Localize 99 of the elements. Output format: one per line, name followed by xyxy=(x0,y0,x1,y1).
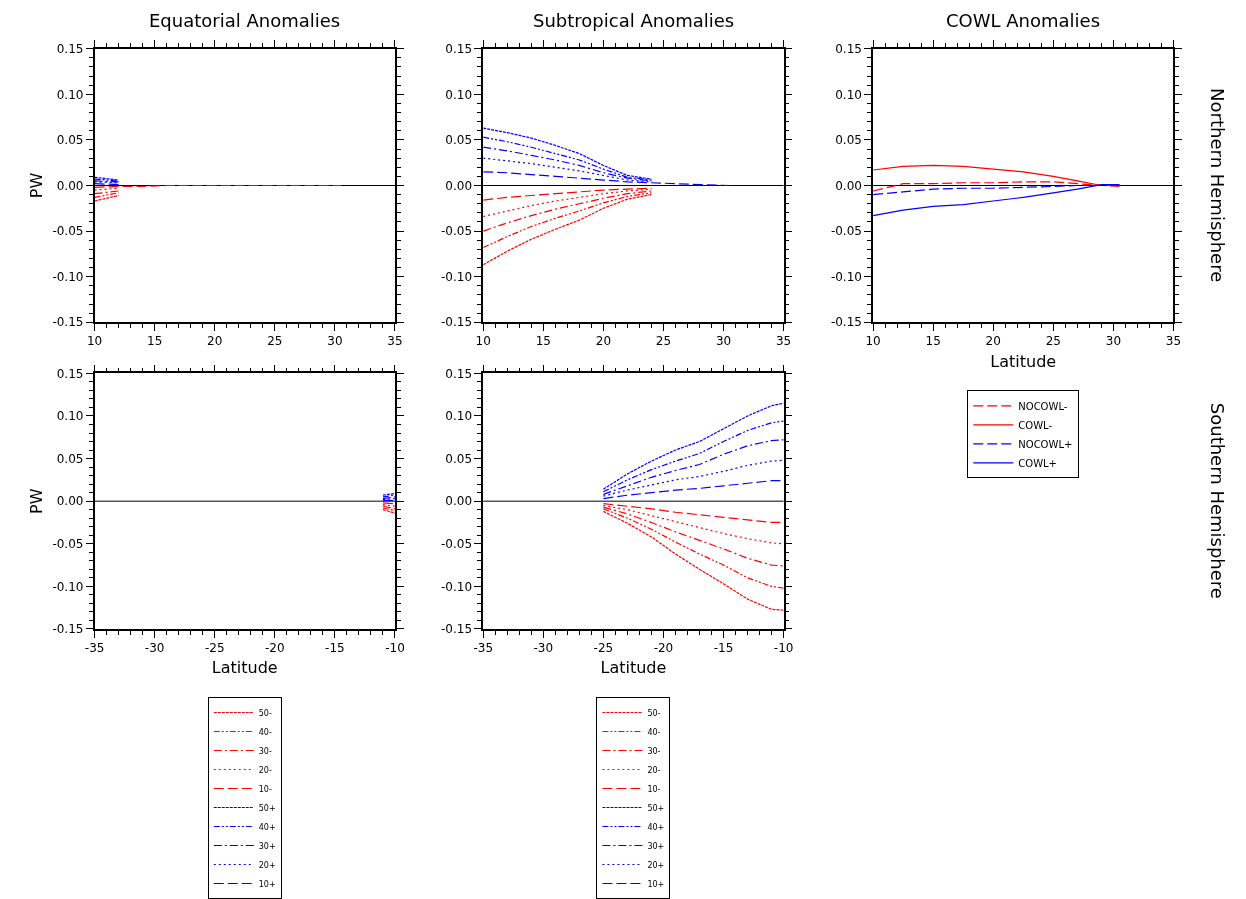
y-tick-label: 0.10 xyxy=(835,87,862,102)
x-tick-label: -20 xyxy=(265,641,285,656)
legend-label: 50- xyxy=(258,708,272,718)
legend-label: 20+ xyxy=(647,860,665,870)
x-tick-label: 15 xyxy=(925,334,941,349)
x-tick-label: 30 xyxy=(327,334,343,349)
x-tick-label: 10 xyxy=(86,334,103,349)
x-tick-label: 25 xyxy=(267,334,283,349)
y-axis-title: PW xyxy=(26,172,46,199)
chart-title: Subtropical Anomalies xyxy=(533,10,735,31)
y-tick-label: 0.15 xyxy=(835,41,862,56)
x-tick-label: 10 xyxy=(865,334,881,349)
legend-label: 40+ xyxy=(647,822,665,832)
x-tick-label: 25 xyxy=(1045,334,1061,349)
x-tick-label: 25 xyxy=(655,334,672,349)
x-tick-label: -15 xyxy=(713,641,734,656)
y-tick-label: 0.10 xyxy=(56,409,84,424)
y-tick-label: -0.15 xyxy=(52,315,84,330)
y-tick-label: -0.10 xyxy=(52,579,84,594)
y-tick-label: 0.00 xyxy=(56,178,84,193)
y-tick-label: -0.15 xyxy=(441,315,473,330)
y-tick-label: -0.05 xyxy=(52,536,84,551)
legend-label: 30+ xyxy=(258,841,276,851)
legend-label: COWL+ xyxy=(1018,457,1057,469)
x-tick-label: -30 xyxy=(533,641,554,656)
legend-label: 20+ xyxy=(258,860,276,870)
x-tick-label: -20 xyxy=(653,641,674,656)
y-tick-label: -0.05 xyxy=(830,224,862,239)
y-tick-label: -0.05 xyxy=(441,536,473,551)
y-tick-label: -0.10 xyxy=(441,269,473,284)
x-tick-label: -35 xyxy=(84,641,105,656)
y-tick-label: 0.15 xyxy=(56,41,84,56)
legend-label: COWL- xyxy=(1018,419,1053,431)
x-tick-label: -30 xyxy=(144,641,165,656)
legend-label: 10+ xyxy=(258,879,276,889)
y-tick-label: -0.15 xyxy=(52,622,84,637)
x-tick-label: -25 xyxy=(593,641,614,656)
x-axis-title: Latitude xyxy=(990,351,1057,371)
x-tick-label: 20 xyxy=(207,334,223,349)
x-tick-label: -15 xyxy=(325,641,345,656)
y-tick-label: 0.05 xyxy=(56,133,84,148)
y-tick-label: -0.10 xyxy=(52,269,84,284)
y-tick-label: 0.00 xyxy=(445,178,473,193)
x-tick-label: 15 xyxy=(535,334,551,349)
y-tick-label: -0.05 xyxy=(52,224,84,239)
legend-label: 10+ xyxy=(647,879,665,889)
y-tick-label: 0.15 xyxy=(445,41,473,56)
x-tick-label: 20 xyxy=(985,334,1001,349)
x-tick-label: -25 xyxy=(204,641,225,656)
x-tick-label: -10 xyxy=(773,641,794,656)
legend-label: 30- xyxy=(258,746,272,756)
x-tick-label: 10 xyxy=(475,334,491,349)
legend-label: 50+ xyxy=(647,803,665,813)
x-tick-label: 30 xyxy=(715,334,732,349)
x-axis-title: Latitude xyxy=(211,658,278,678)
y-tick-label: -0.15 xyxy=(830,315,862,330)
x-tick-label: -35 xyxy=(473,641,494,656)
x-tick-label: -10 xyxy=(385,641,405,656)
y-tick-label: 0.05 xyxy=(835,133,862,148)
x-tick-label: 30 xyxy=(1105,334,1122,349)
y-tick-label: 0.15 xyxy=(445,366,473,381)
legend-label: 10- xyxy=(647,784,661,794)
legend-label: 10- xyxy=(258,784,272,794)
y-tick-label: 0.15 xyxy=(56,366,84,381)
legend-label: 50- xyxy=(647,708,661,718)
x-tick-label: 15 xyxy=(147,334,163,349)
legend-label: 40- xyxy=(258,727,272,737)
y-tick-label: 0.05 xyxy=(56,451,84,466)
y-tick-label: -0.10 xyxy=(441,579,473,594)
legend-label: 20- xyxy=(647,765,661,775)
y-tick-label: 0.10 xyxy=(445,409,473,424)
legend-label: 30- xyxy=(647,746,661,756)
chart-title: Equatorial Anomalies xyxy=(149,10,341,31)
y-tick-label: 0.00 xyxy=(56,494,84,509)
legend-label: 50+ xyxy=(258,803,276,813)
legend-label: 30+ xyxy=(647,841,665,851)
text: Southern Hemisphere xyxy=(1206,402,1228,599)
y-tick-label: 0.05 xyxy=(445,133,473,148)
y-axis-title: PW xyxy=(26,488,46,514)
y-tick-label: 0.00 xyxy=(835,178,862,193)
y-tick-label: 0.10 xyxy=(445,87,473,102)
legend-label: 20- xyxy=(258,765,272,775)
y-tick-label: 0.00 xyxy=(445,494,473,509)
legend-label: NOCOWL+ xyxy=(1018,438,1073,450)
y-tick-label: -0.05 xyxy=(441,224,473,239)
x-tick-label: 20 xyxy=(595,334,612,349)
y-tick-label: -0.15 xyxy=(441,622,473,637)
x-tick-label: 35 xyxy=(775,334,792,349)
chart-title: COWL Anomalies xyxy=(946,10,1101,31)
text: Northern Hemisphere xyxy=(1206,88,1228,283)
legend-label: NOCOWL- xyxy=(1018,400,1068,412)
legend-label: 40- xyxy=(647,727,661,737)
y-tick-label: 0.10 xyxy=(56,87,84,102)
legend-label: 40+ xyxy=(258,822,276,832)
x-tick-label: 35 xyxy=(387,334,403,349)
y-tick-label: -0.10 xyxy=(830,269,862,284)
y-tick-label: 0.05 xyxy=(445,451,473,466)
x-axis-title: Latitude xyxy=(600,658,667,678)
x-tick-label: 35 xyxy=(1165,334,1182,349)
